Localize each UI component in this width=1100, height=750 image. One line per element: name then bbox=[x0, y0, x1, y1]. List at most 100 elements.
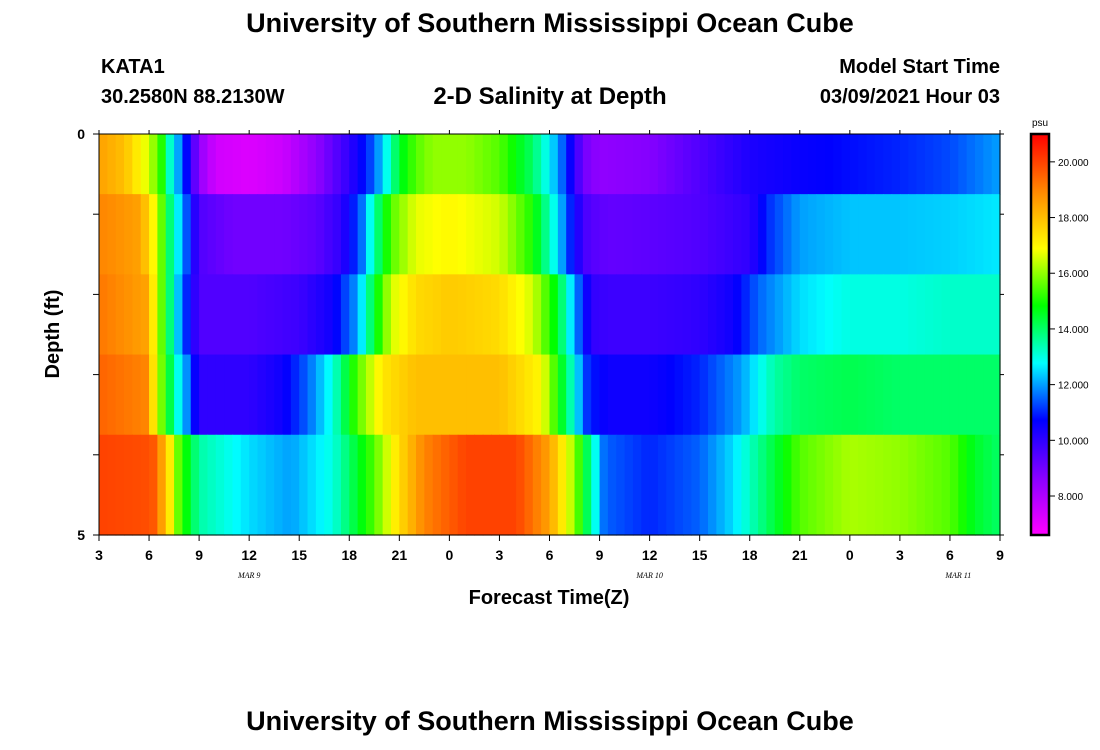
heatmap-cell bbox=[674, 434, 684, 536]
heatmap-cell bbox=[524, 274, 534, 356]
heatmap-cell bbox=[566, 194, 576, 275]
heatmap-cell bbox=[124, 194, 133, 275]
heatmap-cell bbox=[983, 354, 993, 436]
heatmap-cell bbox=[491, 274, 501, 356]
heatmap-cell bbox=[324, 274, 334, 356]
heatmap-cell bbox=[591, 354, 601, 436]
y-axis: 05 bbox=[77, 126, 1004, 543]
heatmap-cell bbox=[724, 194, 734, 275]
heatmap-cell bbox=[491, 134, 501, 195]
heatmap-cell bbox=[399, 274, 409, 356]
heatmap-cell bbox=[257, 274, 267, 356]
heatmap-cell bbox=[816, 194, 826, 275]
heatmap-cell bbox=[290, 194, 300, 275]
heatmap-cell bbox=[949, 274, 959, 356]
heatmap-cell bbox=[315, 274, 325, 356]
heatmap-cell bbox=[741, 194, 751, 275]
x-tick-label: 9 bbox=[996, 547, 1004, 563]
heatmap-cell bbox=[157, 194, 167, 275]
heatmap-cell bbox=[99, 134, 108, 195]
heatmap-cell bbox=[499, 134, 509, 195]
heatmap-cell bbox=[224, 134, 234, 195]
heatmap-cell bbox=[816, 134, 826, 195]
heatmap-cell bbox=[324, 134, 334, 195]
heatmap-cell bbox=[107, 354, 117, 436]
heatmap-cell bbox=[149, 194, 158, 275]
heatmap-cell bbox=[958, 194, 968, 275]
heatmap-cell bbox=[708, 434, 717, 536]
heatmap-cell bbox=[582, 134, 592, 195]
heatmap-cell bbox=[532, 354, 542, 436]
heatmap-cell bbox=[416, 434, 425, 536]
heatmap-cell bbox=[799, 434, 809, 536]
heatmap-cell bbox=[991, 354, 1001, 436]
heatmap-cell bbox=[883, 194, 893, 275]
heatmap-cell bbox=[307, 354, 317, 436]
heatmap-cell bbox=[290, 274, 300, 356]
heatmap-cell bbox=[207, 354, 217, 436]
heatmap-cell bbox=[382, 274, 392, 356]
heatmap-cell bbox=[724, 274, 734, 356]
heatmap-cell bbox=[791, 194, 801, 275]
heatmap-cell bbox=[449, 134, 459, 195]
heatmap-cell bbox=[124, 274, 133, 356]
heatmap-cell bbox=[849, 194, 859, 275]
heatmap-cell bbox=[649, 194, 659, 275]
heatmap-cell bbox=[799, 354, 809, 436]
heatmap-cell bbox=[124, 434, 133, 536]
heatmap-cell bbox=[99, 274, 108, 356]
heatmap-cell bbox=[566, 274, 576, 356]
heatmap-cell bbox=[249, 194, 259, 275]
heatmap-cell bbox=[115, 194, 125, 275]
heatmap-cell bbox=[324, 194, 334, 275]
heatmap-cell bbox=[449, 194, 459, 275]
heatmap-cell bbox=[190, 194, 200, 275]
heatmap-cell bbox=[174, 434, 184, 536]
heatmap-cell bbox=[466, 274, 476, 356]
heatmap-cell bbox=[407, 134, 417, 195]
heatmap-cell bbox=[516, 354, 526, 436]
heatmap-cell bbox=[641, 134, 651, 195]
heatmap-cell bbox=[441, 134, 450, 195]
heatmap-cell bbox=[966, 194, 976, 275]
x-tick-label: 9 bbox=[596, 547, 604, 563]
heatmap-cell bbox=[224, 434, 234, 536]
heatmap-cell bbox=[315, 434, 325, 536]
heatmap-cell bbox=[858, 194, 868, 275]
heatmap-cell bbox=[783, 354, 793, 436]
heatmap-cell bbox=[441, 274, 450, 356]
heatmap-cell bbox=[207, 194, 217, 275]
heatmap-cell bbox=[382, 134, 392, 195]
heatmap-cell bbox=[833, 434, 843, 536]
heatmap-cell bbox=[641, 194, 651, 275]
heatmap-cell bbox=[499, 274, 509, 356]
heatmap-cell bbox=[624, 274, 634, 356]
heatmap-cell bbox=[457, 434, 467, 536]
heatmap-cell bbox=[566, 434, 576, 536]
heatmap-cell bbox=[983, 134, 993, 195]
heatmap-cell bbox=[699, 354, 709, 436]
heatmap-cell bbox=[599, 274, 609, 356]
heatmap-cell bbox=[424, 134, 434, 195]
heatmap-cell bbox=[849, 134, 859, 195]
heatmap-cell bbox=[416, 354, 425, 436]
heatmap-cell bbox=[390, 354, 400, 436]
heatmap-cell bbox=[99, 354, 108, 436]
heatmap-cell bbox=[265, 194, 275, 275]
heatmap-cell bbox=[741, 434, 751, 536]
heatmap-cell bbox=[616, 434, 626, 536]
x-axis: 3 6 9 12 15 18 21 0 3 6 9 12 15 18 21 0 3 6 9 MAR 9 MAR 10 MA… bbox=[95, 130, 1004, 580]
heatmap-cell bbox=[374, 434, 384, 536]
heatmap-cell bbox=[290, 354, 300, 436]
heatmap-cell bbox=[858, 434, 868, 536]
heatmap-cell bbox=[549, 354, 559, 436]
heatmap-cell bbox=[991, 194, 1001, 275]
heatmap-cell bbox=[215, 434, 225, 536]
heatmap-cell bbox=[758, 434, 767, 536]
heatmap-cell bbox=[824, 434, 834, 536]
heatmap-cell bbox=[699, 134, 709, 195]
heatmap-cell bbox=[566, 354, 576, 436]
x-tick-label: 15 bbox=[291, 547, 307, 563]
heatmap-cell bbox=[282, 434, 292, 536]
heatmap-cell bbox=[933, 274, 943, 356]
